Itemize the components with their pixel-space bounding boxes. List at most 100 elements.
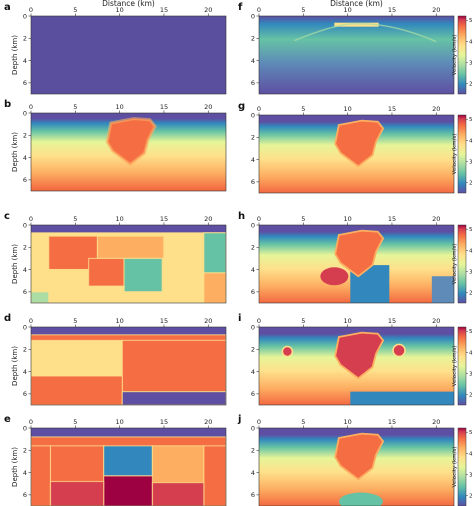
x-tick-label: 15 [160,6,168,14]
panel-label-d: d [4,313,11,324]
colorbar-tick-label: 4 [469,350,473,356]
x-tick-label: 0 [29,103,33,111]
plot-frame [258,427,455,506]
y-tick-label: 0 [23,109,27,117]
x-axis-label: Distance (km) [330,0,383,8]
model-block [123,257,163,293]
colorbar-tick-label: 5 [469,117,473,123]
y-tick-label: 6 [251,491,255,499]
y-tick-label: 2 [23,447,27,455]
panel-a: 0 5 10 15 20 Distance (km) 0 2 4 6 Depth (km) a [4,0,227,95]
y-axis-label: Depth (km) [11,132,19,172]
plot-frame [30,15,227,95]
x-tick-label: 5 [73,418,77,426]
y-tick-label: 4 [251,266,255,274]
plot-frame [30,427,227,506]
y-tick-label: 0 [23,424,27,432]
y-tick-label: 6 [23,176,27,184]
model-block [203,232,226,274]
salt-body [334,432,385,481]
panel-label-g: g [238,101,245,112]
x-tick-label: 10 [115,418,123,426]
x-tick-label: 10 [343,317,351,325]
x-tick-label: 20 [204,215,212,223]
x-tick-label: 20 [432,215,440,223]
inverted-model [259,16,454,94]
high-velocity-anomaly [320,267,349,286]
y-tick-label: 0 [251,323,255,331]
model-block [31,339,123,377]
panel-label-j: j [237,414,241,425]
smooth-model [31,16,226,94]
colorbar-tick-label: 3 [469,159,473,165]
colorbar-tick-label: 2 [469,180,473,186]
x-tick-label: 15 [388,317,396,325]
plot-frame [30,224,227,304]
colorbar-tick-label: 5 [469,430,473,436]
anomaly [281,345,294,358]
plot-frame [258,114,455,194]
colorbar-tick-label: 5 [469,227,473,233]
y-tick-label: 4 [23,154,27,162]
y-tick-label: 0 [251,111,255,119]
colorbar-label: Velocity (km/s) [452,35,458,76]
colorbar-tick-label: 5 [469,18,473,24]
x-tick-label: 0 [29,6,33,14]
y-tick-label: 2 [23,346,27,354]
y-tick-label: 2 [251,134,255,142]
x-tick-label: 0 [257,317,261,325]
x-tick-label: 10 [115,215,123,223]
x-tick-label: 20 [204,317,212,325]
panel-label-a: a [4,2,11,13]
y-tick-label: 6 [23,491,27,499]
x-tick-label: 5 [301,105,305,113]
panel-label-f: f [238,2,243,13]
x-tick-label: 0 [257,418,261,426]
panel-d: 0 5 10 15 20 0 2 4 6 Depth (km) d [4,313,227,406]
model-block [49,480,105,506]
x-tick-label: 15 [388,215,396,223]
y-tick-label: 4 [23,57,27,65]
y-tick-label: 2 [251,447,255,455]
panel-i: 0 5 10 15 20 0 2 4 6 2 3 4 5 Velocity (km/s) i [238,313,473,406]
panel-label-i: i [238,313,241,324]
x-tick-label: 20 [432,105,440,113]
model-block [48,268,90,303]
colorbar [457,427,467,506]
salt-body [334,331,385,380]
y-tick-label: 4 [23,266,27,274]
water-layer [31,225,226,232]
salt-body [105,117,157,167]
water-layer [31,428,226,435]
y-tick-label: 2 [23,132,27,140]
colorbar-label: Velocity (km/s) [452,244,458,285]
reflector [294,23,437,43]
x-tick-label: 10 [343,418,351,426]
colorbar-tick-label: 3 [469,371,473,377]
salt-body [334,119,385,168]
colorbar-tick-label: 4 [469,248,473,254]
y-axis-label: Depth (km) [11,35,19,75]
x-tick-label: 15 [160,215,168,223]
y-tick-label: 0 [23,323,27,331]
colorbar [457,114,467,194]
plot-frame [258,326,455,406]
model-block [31,268,50,293]
model-block [88,285,125,303]
y-tick-label: 0 [251,221,255,229]
y-tick-label: 4 [23,469,27,477]
x-tick-label: 15 [388,105,396,113]
x-tick-label: 15 [160,103,168,111]
panel-e: 0 5 10 15 20 0 2 4 6 Depth (km) e [4,414,227,506]
y-tick-label: 4 [23,368,27,376]
panel-g: 0 5 10 15 20 0 2 4 6 2 3 4 5 Velocity (km/s) g [238,101,473,194]
x-tick-label: 0 [29,215,33,223]
y-axis-label: Depth (km) [11,447,19,487]
x-tick-label: 20 [432,418,440,426]
model-block [31,375,123,405]
y-tick-label: 2 [251,35,255,43]
y-tick-label: 6 [23,79,27,87]
x-tick-label: 20 [204,103,212,111]
model-block [31,445,52,506]
